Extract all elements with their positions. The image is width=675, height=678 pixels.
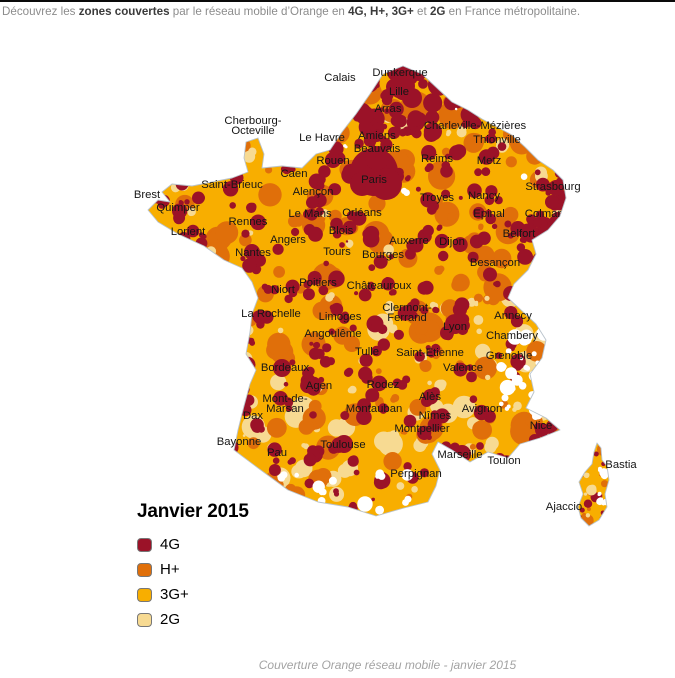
legend-label: 4G: [160, 536, 181, 553]
city-label-alen-on: Alençon: [293, 186, 334, 198]
header-text-bold: 2G: [429, 5, 446, 18]
legend-swatch: [137, 537, 152, 552]
legend-item-2g: 2G: [137, 607, 337, 632]
legend: Janvier 2015 4G H+ 3G+ 2G: [137, 501, 337, 632]
city-label-grenoble: Grenoble: [486, 350, 532, 362]
city-label-rennes: Rennes: [229, 216, 268, 228]
city-label-beauvais: Beauvais: [354, 143, 401, 155]
city-label-bayonne: Bayonne: [217, 436, 262, 448]
city-label-nancy: Nancy: [468, 190, 500, 202]
city-label-thionville: Thionville: [473, 134, 521, 146]
legend-items: 4G H+ 3G+ 2G: [137, 532, 337, 632]
city-label-epinal: Epinal: [473, 208, 504, 220]
city-label-marseille: Marseille: [437, 449, 482, 461]
city-label-dijon: Dijon: [439, 236, 465, 248]
city-label-reims: Reims: [421, 153, 453, 165]
legend-item-3gplus: 3G+: [137, 582, 337, 607]
city-label-al-s: Alès: [419, 391, 441, 403]
legend-label: 2G: [160, 611, 181, 628]
city-label-paris: Paris: [361, 174, 387, 186]
city-label-n-mes: Nîmes: [419, 410, 452, 422]
header-text-bold: 4G, H+, 3G+: [348, 5, 414, 18]
city-label-brest: Brest: [134, 189, 161, 201]
city-label-perpignan: Perpignan: [390, 468, 442, 480]
header-text: en France métropolitaine.: [445, 5, 581, 18]
legend-item-4g: 4G: [137, 532, 337, 557]
city-label-limoges: Limoges: [319, 311, 362, 323]
header-text-bold: zones couvertes: [78, 5, 170, 18]
city-label-calais: Calais: [324, 72, 356, 84]
city-label-rodez: Rodez: [367, 379, 400, 391]
city-label-nice: Nice: [530, 420, 553, 432]
legend-item-hplus: H+: [137, 557, 337, 582]
corsica-coastline: [577, 442, 610, 527]
city-label-dunkerque: Dunkerque: [372, 67, 427, 79]
header-text: par le réseau mobile d’Orange en: [169, 5, 349, 18]
city-label-blois: Blois: [329, 225, 354, 237]
city-label-troyes: Troyes: [420, 192, 454, 204]
city-label-avignon: Avignon: [462, 403, 503, 415]
city-label-arras: Arras: [375, 103, 402, 115]
header-text: Découvrez les: [2, 5, 79, 18]
city-label-pau: Pau: [267, 447, 287, 459]
legend-swatch: [137, 587, 152, 602]
city-label-metz: Metz: [477, 155, 502, 167]
city-label-clermont-ferrand: Clermont-Ferrand: [382, 302, 432, 324]
city-label-dax: Dax: [243, 410, 263, 422]
header-text: et: [413, 5, 430, 18]
city-label-saint-etienne: Saint-Etienne: [396, 347, 464, 359]
page-header: Découvrez les zones couvertes par le rés…: [2, 5, 674, 19]
city-label-orl-ans: Orléans: [342, 207, 382, 219]
city-label-charleville-m-zi-res: Charleville-Mézières: [424, 120, 527, 132]
city-label-chambery: Chambery: [486, 330, 538, 342]
city-label-colmar: Colmar: [525, 208, 562, 220]
city-label-tulle: Tulle: [355, 346, 379, 358]
city-label-montauban: Montauban: [346, 403, 403, 415]
city-label-amiens: Amiens: [358, 130, 396, 142]
city-label-quimper: Quimper: [156, 202, 200, 214]
city-label-saint-brieuc: Saint-Brieuc: [201, 179, 263, 191]
legend-label: H+: [160, 561, 180, 578]
city-label-caen: Caen: [280, 168, 307, 180]
legend-swatch: [137, 612, 152, 627]
city-label-rouen: Rouen: [316, 155, 349, 167]
legend-swatch: [137, 562, 152, 577]
city-label-auxerre: Auxerre: [389, 235, 429, 247]
city-label-bourges: Bourges: [362, 249, 404, 261]
city-label-agen: Agen: [306, 380, 332, 392]
city-label-besan-on: Besançon: [470, 257, 520, 269]
city-label-belfort: Belfort: [503, 228, 537, 240]
city-label-toulouse: Toulouse: [320, 439, 365, 451]
city-label-le-havre: Le Havre: [299, 132, 345, 144]
city-labels: Calais Dunkerque Lille Arras Cherbourg-Octev…: [134, 67, 638, 513]
city-label-ch-teauroux: Châteauroux: [347, 280, 412, 292]
city-label-cherbourg-octeville: Cherbourg-Octeville: [224, 115, 281, 137]
city-label-toulon: Toulon: [487, 455, 520, 467]
legend-title: Janvier 2015: [137, 501, 249, 522]
city-label-lyon: Lyon: [443, 321, 467, 333]
city-label-mont-de-marsan: Mont-de-Marsan: [262, 393, 307, 415]
city-label-bastia: Bastia: [605, 459, 637, 471]
city-label-valence: Valence: [443, 362, 483, 374]
city-label-annecy: Annecy: [494, 310, 532, 322]
city-label-poitiers: Poitiers: [299, 277, 337, 289]
city-label-niort: Niort: [271, 284, 296, 296]
city-label-ajaccio: Ajaccio: [546, 501, 582, 513]
city-label-angers: Angers: [270, 234, 306, 246]
city-label-lille: Lille: [389, 86, 409, 98]
city-label-la-rochelle: La Rochelle: [241, 308, 301, 320]
city-label-le-mans: Le Mans: [288, 208, 332, 220]
legend-label: 3G+: [160, 586, 189, 603]
city-label-strasbourg: Strasbourg: [525, 181, 580, 193]
caption: Couverture Orange réseau mobile - janvie…: [258, 658, 517, 672]
city-label-montpellier: Montpellier: [394, 423, 449, 435]
mainland-coastline: [147, 65, 567, 517]
city-label-nantes: Nantes: [235, 247, 271, 259]
city-label-bordeaux: Bordeaux: [261, 362, 310, 374]
city-label-angoul-me: Angoulême: [304, 328, 361, 340]
city-label-lorient: Lorient: [171, 226, 206, 238]
city-label-tours: Tours: [323, 246, 351, 258]
